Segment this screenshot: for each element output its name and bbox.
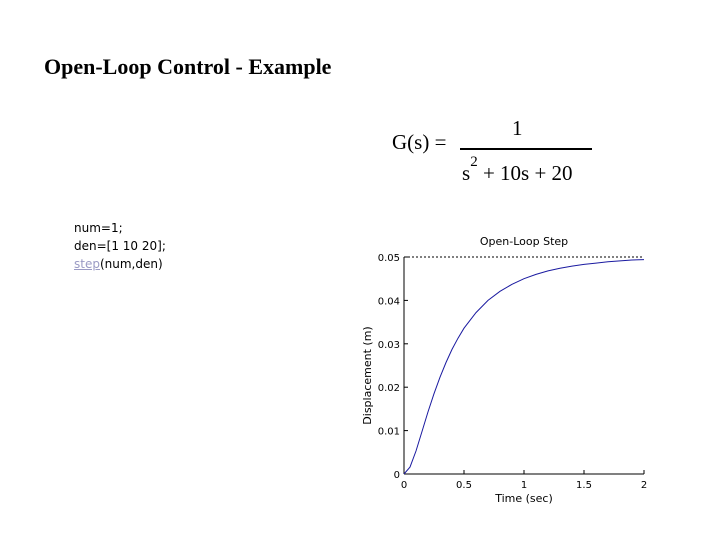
x-tick-label: 0 bbox=[401, 480, 407, 491]
slide-title: Open-Loop Control - Example bbox=[44, 54, 332, 79]
formula-lhs: G(s) = bbox=[392, 130, 447, 154]
step-function-link[interactable]: step bbox=[74, 257, 100, 271]
fraction-line bbox=[460, 148, 592, 150]
x-tick-label: 1.5 bbox=[576, 480, 592, 491]
transfer-function-formula: G(s) = 1 s2 + 10s + 20 bbox=[392, 116, 602, 192]
code-line-den: den=[1 10 20]; bbox=[74, 239, 166, 253]
y-tick-label: 0.04 bbox=[378, 296, 400, 307]
x-tick-label: 1 bbox=[521, 480, 527, 491]
y-tick-label: 0.03 bbox=[378, 340, 400, 351]
y-tick-label: 0.01 bbox=[378, 427, 400, 438]
matlab-code-block: num=1; den=[1 10 20]; step(num,den) bbox=[74, 219, 166, 273]
formula-denominator: s2 + 10s + 20 bbox=[462, 154, 573, 186]
step-call-args: (num,den) bbox=[99, 257, 163, 271]
code-line-step: step(num,den) bbox=[74, 255, 166, 273]
x-axis-label: Time (sec) bbox=[494, 492, 553, 505]
y-tick-label: 0.05 bbox=[378, 253, 400, 264]
x-tick-label: 2 bbox=[641, 480, 647, 491]
code-line-num: num=1; bbox=[74, 221, 123, 235]
y-tick-label: 0.02 bbox=[378, 383, 400, 394]
x-tick-label: 0.5 bbox=[456, 480, 472, 491]
y-tick-label: 0 bbox=[394, 470, 400, 481]
step-response-chart: 0 0.01 0.02 0.03 0.04 0.05 0 0.5 1 1.5 2 Open-Loop … bbox=[361, 235, 647, 505]
formula-denominator-rest: + 10s + 20 bbox=[477, 161, 573, 185]
step-response-line bbox=[403, 259, 645, 475]
formula-denominator-s: s bbox=[462, 161, 471, 185]
formula-numerator: 1 bbox=[512, 116, 523, 140]
y-axis-label: Displacement (m) bbox=[361, 326, 374, 424]
formula-exponent: 2 bbox=[470, 154, 478, 170]
chart-title: Open-Loop Step bbox=[480, 235, 568, 248]
